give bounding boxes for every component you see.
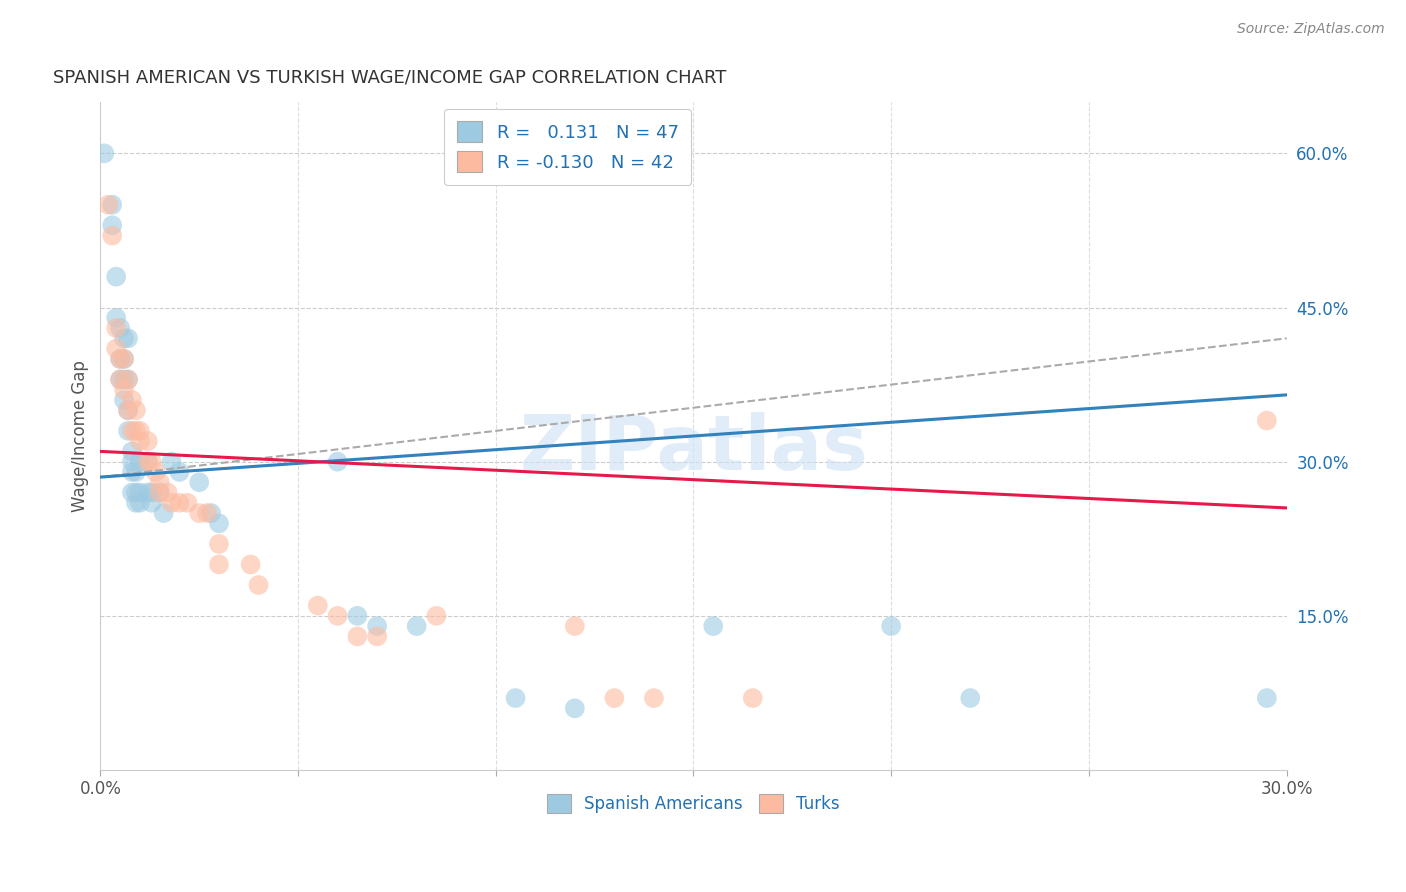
Point: [108, 372, 131, 386]
Point: [160, 496, 183, 510]
Point: [149, 485, 172, 500]
Point: [128, 424, 150, 438]
Point: [121, 485, 143, 500]
Point: [112, 351, 135, 366]
Point: [112, 392, 135, 407]
Point: [97, 198, 120, 212]
Point: [405, 619, 427, 633]
Point: [105, 342, 128, 356]
Point: [1256, 413, 1278, 427]
Point: [105, 269, 128, 284]
Point: [125, 403, 148, 417]
Point: [125, 496, 148, 510]
Point: [149, 485, 172, 500]
Point: [176, 496, 198, 510]
Point: [108, 372, 131, 386]
Point: [121, 455, 143, 469]
Point: [188, 506, 211, 520]
Point: [307, 599, 329, 613]
Point: [208, 558, 231, 572]
Point: [959, 691, 981, 706]
Point: [117, 403, 139, 417]
Point: [101, 228, 124, 243]
Point: [326, 455, 349, 469]
Point: [108, 321, 131, 335]
Point: [188, 475, 211, 490]
Point: [141, 485, 163, 500]
Point: [101, 219, 124, 233]
Point: [564, 701, 586, 715]
Point: [145, 465, 167, 479]
Point: [425, 608, 447, 623]
Point: [326, 608, 349, 623]
Point: [125, 465, 148, 479]
Point: [880, 619, 903, 633]
Point: [117, 372, 139, 386]
Point: [105, 310, 128, 325]
Point: [117, 372, 139, 386]
Point: [208, 537, 231, 551]
Point: [125, 424, 148, 438]
Text: SPANISH AMERICAN VS TURKISH WAGE/INCOME GAP CORRELATION CHART: SPANISH AMERICAN VS TURKISH WAGE/INCOME …: [53, 69, 727, 87]
Point: [346, 608, 368, 623]
Point: [121, 424, 143, 438]
Point: [112, 372, 135, 386]
Point: [105, 321, 128, 335]
Point: [208, 516, 231, 531]
Point: [160, 455, 183, 469]
Point: [128, 496, 150, 510]
Point: [564, 619, 586, 633]
Point: [101, 198, 124, 212]
Point: [366, 619, 388, 633]
Point: [117, 424, 139, 438]
Point: [200, 506, 222, 520]
Point: [239, 558, 262, 572]
Text: ZIPatlas: ZIPatlas: [519, 412, 868, 486]
Point: [702, 619, 724, 633]
Point: [141, 455, 163, 469]
Point: [156, 485, 179, 500]
Point: [125, 485, 148, 500]
Point: [112, 331, 135, 345]
Point: [366, 629, 388, 643]
Point: [136, 455, 159, 469]
Point: [141, 496, 163, 510]
Legend: Spanish Americans, Turks: Spanish Americans, Turks: [538, 786, 848, 822]
Point: [149, 475, 172, 490]
Point: [152, 506, 174, 520]
Point: [136, 434, 159, 449]
Point: [603, 691, 626, 706]
Point: [136, 485, 159, 500]
Point: [128, 434, 150, 449]
Point: [346, 629, 368, 643]
Point: [136, 455, 159, 469]
Point: [93, 146, 115, 161]
Point: [128, 455, 150, 469]
Point: [169, 465, 191, 479]
Point: [128, 485, 150, 500]
Point: [505, 691, 527, 706]
Text: Source: ZipAtlas.com: Source: ZipAtlas.com: [1237, 22, 1385, 37]
Point: [121, 465, 143, 479]
Point: [247, 578, 270, 592]
Y-axis label: Wage/Income Gap: Wage/Income Gap: [72, 360, 89, 512]
Point: [117, 403, 139, 417]
Point: [117, 331, 139, 345]
Point: [108, 351, 131, 366]
Point: [108, 351, 131, 366]
Point: [195, 506, 218, 520]
Point: [112, 351, 135, 366]
Point: [121, 444, 143, 458]
Point: [169, 496, 191, 510]
Point: [1256, 691, 1278, 706]
Point: [643, 691, 665, 706]
Point: [121, 392, 143, 407]
Point: [741, 691, 763, 706]
Point: [112, 383, 135, 397]
